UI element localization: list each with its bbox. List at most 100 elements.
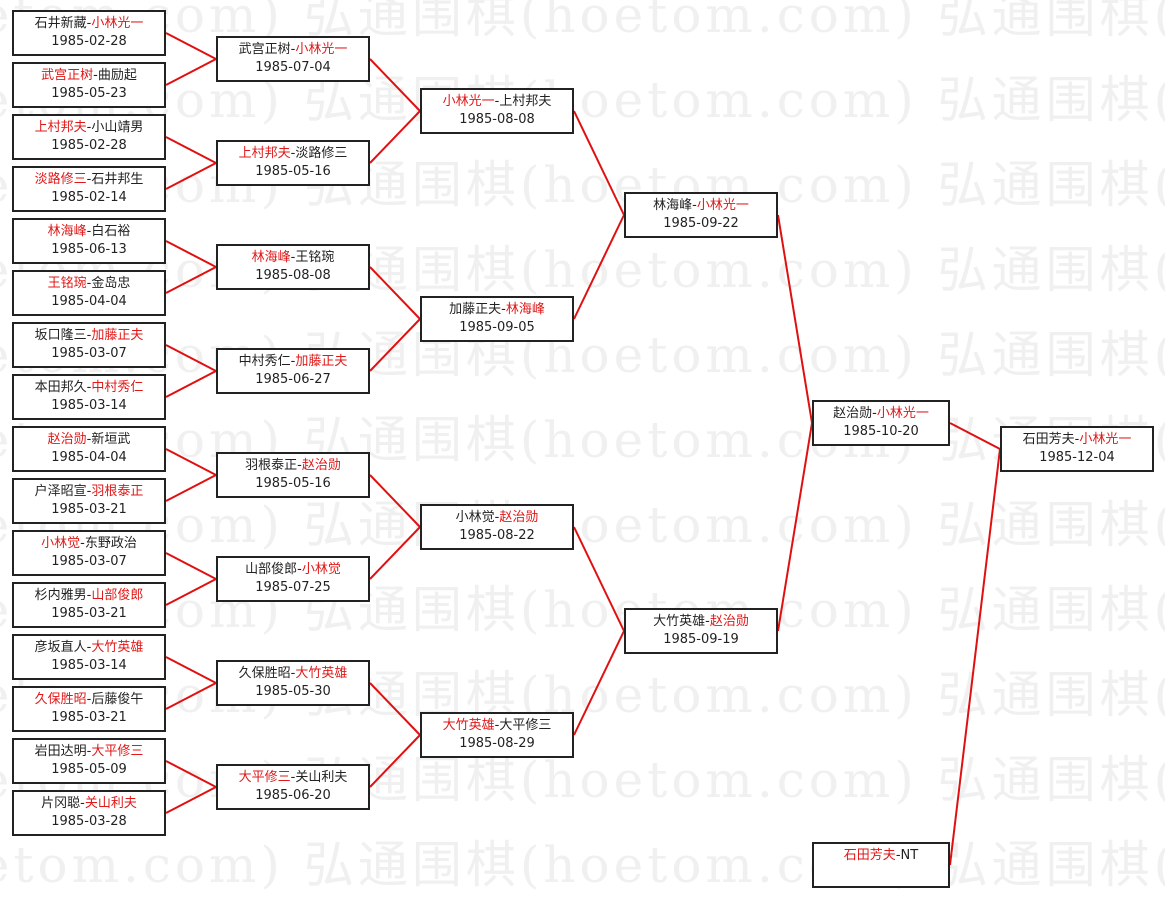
winner-name: 赵治勋 (499, 510, 539, 525)
match-date: 1985-06-13 (51, 242, 127, 257)
connector-line (165, 760, 217, 788)
match-box: 久保胜昭-后藤俊午 1985-03-21 (12, 686, 166, 732)
match-box: 杉内雅男-山部俊郎 1985-03-21 (12, 582, 166, 628)
loser-name: 久保胜昭 (238, 666, 291, 681)
match-date: 1985-07-25 (255, 580, 331, 595)
loser-name: 羽根泰正 (245, 458, 298, 473)
match-players: 石井新藏-小林光一 (14, 15, 164, 33)
match-box: 山部俊郎-小林觉 1985-07-25 (216, 556, 370, 602)
winner-name: 小林光一 (1079, 432, 1132, 447)
separator: - (86, 640, 92, 655)
connector-line (573, 214, 625, 320)
loser-name: 后藤俊午 (91, 692, 144, 707)
connector-line (165, 682, 217, 710)
connector-line (949, 422, 1001, 450)
match-box: 林海峰-小林光一 1985-09-22 (624, 192, 778, 238)
loser-name: 岩田达明 (34, 744, 87, 759)
winner-name: 小林光一 (295, 42, 348, 57)
loser-name: 小山靖男 (91, 120, 144, 135)
match-date: 1985-08-22 (459, 528, 535, 543)
loser-name: NT (900, 848, 919, 863)
match-box: 林海峰-王铭琬 1985-08-08 (216, 244, 370, 290)
connector-line (369, 58, 421, 112)
connector-line (165, 474, 217, 502)
match-box: 王铭琬-金岛忠 1985-04-04 (12, 270, 166, 316)
match-date: 1985-09-22 (663, 216, 739, 231)
winner-name: 加藤正夫 (91, 328, 144, 343)
match-date: 1985-03-21 (51, 502, 127, 517)
separator: - (86, 276, 92, 291)
match-date: 1985-03-14 (51, 658, 127, 673)
connector-line (777, 422, 813, 632)
winner-name: 小林觉 (41, 536, 81, 551)
match-players: 赵治勋-新垣武 (14, 431, 164, 449)
match-date: 1985-10-20 (843, 424, 919, 439)
match-players: 加藤正夫-林海峰 (422, 301, 572, 319)
match-players: 林海峰-白石裕 (14, 223, 164, 241)
loser-name: 坂口隆三 (34, 328, 87, 343)
match-date: 1985-09-05 (459, 320, 535, 335)
match-date: 1985-05-30 (255, 684, 331, 699)
match-players: 久保胜昭-后藤俊午 (14, 691, 164, 709)
connector-line (165, 344, 217, 372)
match-date: 1985-03-21 (51, 606, 127, 621)
connector-line (573, 110, 625, 216)
match-box: 彦坂直人-大竹英雄 1985-03-14 (12, 634, 166, 680)
loser-name: 大竹英雄 (653, 614, 706, 629)
separator: - (80, 796, 85, 811)
winner-name: 羽根泰正 (91, 484, 144, 499)
match-date: 1985-02-28 (51, 34, 127, 49)
separator: - (692, 198, 697, 213)
winner-name: 山部俊郎 (91, 588, 144, 603)
match-players: 赵治勋-小林光一 (814, 405, 948, 423)
winner-name: 赵治勋 (301, 458, 341, 473)
separator: - (290, 770, 296, 785)
match-players: 户泽昭宣-羽根泰正 (14, 483, 164, 501)
match-box: 羽根泰正-赵治勋 1985-05-16 (216, 452, 370, 498)
match-box: 中村秀仁-加藤正夫 1985-06-27 (216, 348, 370, 394)
connector-line (573, 630, 625, 736)
winner-name: 赵治勋 (709, 614, 749, 629)
loser-name: 淡路修三 (295, 146, 348, 161)
separator: - (290, 146, 296, 161)
match-date: 1985-03-21 (51, 710, 127, 725)
match-players: 石田芳夫-NT (814, 847, 948, 865)
match-box: 加藤正夫-林海峰 1985-09-05 (420, 296, 574, 342)
separator: - (895, 848, 901, 863)
match-players: 杉内雅男-山部俊郎 (14, 587, 164, 605)
match-players: 林海峰-小林光一 (626, 197, 776, 215)
match-players: 片冈聪-关山利夫 (14, 795, 164, 813)
match-box: 小林光一-上村邦夫 1985-08-08 (420, 88, 574, 134)
match-box: 片冈聪-关山利夫 1985-03-28 (12, 790, 166, 836)
winner-name: 关山利夫 (84, 796, 137, 811)
match-date: 1985-08-08 (255, 268, 331, 283)
match-box: 小林觉-赵治勋 1985-08-22 (420, 504, 574, 550)
separator: - (494, 510, 500, 525)
match-box: 武宫正树-小林光一 1985-07-04 (216, 36, 370, 82)
separator: - (290, 250, 296, 265)
match-box: 石田芳夫-NT (812, 842, 950, 888)
match-box: 上村邦夫-小山靖男 1985-02-28 (12, 114, 166, 160)
match-players: 小林觉-东野政治 (14, 535, 164, 553)
match-box: 石田芳夫-小林光一 1985-12-04 (1000, 426, 1154, 472)
connector-line (165, 370, 217, 398)
separator: - (290, 42, 296, 57)
connector-line (369, 682, 421, 736)
match-players: 武宫正树-小林光一 (218, 41, 368, 59)
match-date: 1985-02-28 (51, 138, 127, 153)
separator: - (86, 692, 92, 707)
match-box: 林海峰-白石裕 1985-06-13 (12, 218, 166, 264)
winner-name: 赵治勋 (47, 432, 87, 447)
match-players: 王铭琬-金岛忠 (14, 275, 164, 293)
match-date: 1985-12-04 (1039, 450, 1115, 465)
separator: - (290, 354, 296, 369)
winner-name: 淡路修三 (34, 172, 87, 187)
match-players: 岩田达明-大平修三 (14, 743, 164, 761)
separator: - (872, 406, 877, 421)
connector-line (369, 474, 421, 528)
loser-name: 石井邦生 (91, 172, 144, 187)
match-date: 1985-04-04 (51, 450, 127, 465)
match-players: 小林觉-赵治勋 (422, 509, 572, 527)
loser-name: 大平修三 (499, 718, 552, 733)
separator: - (86, 328, 92, 343)
